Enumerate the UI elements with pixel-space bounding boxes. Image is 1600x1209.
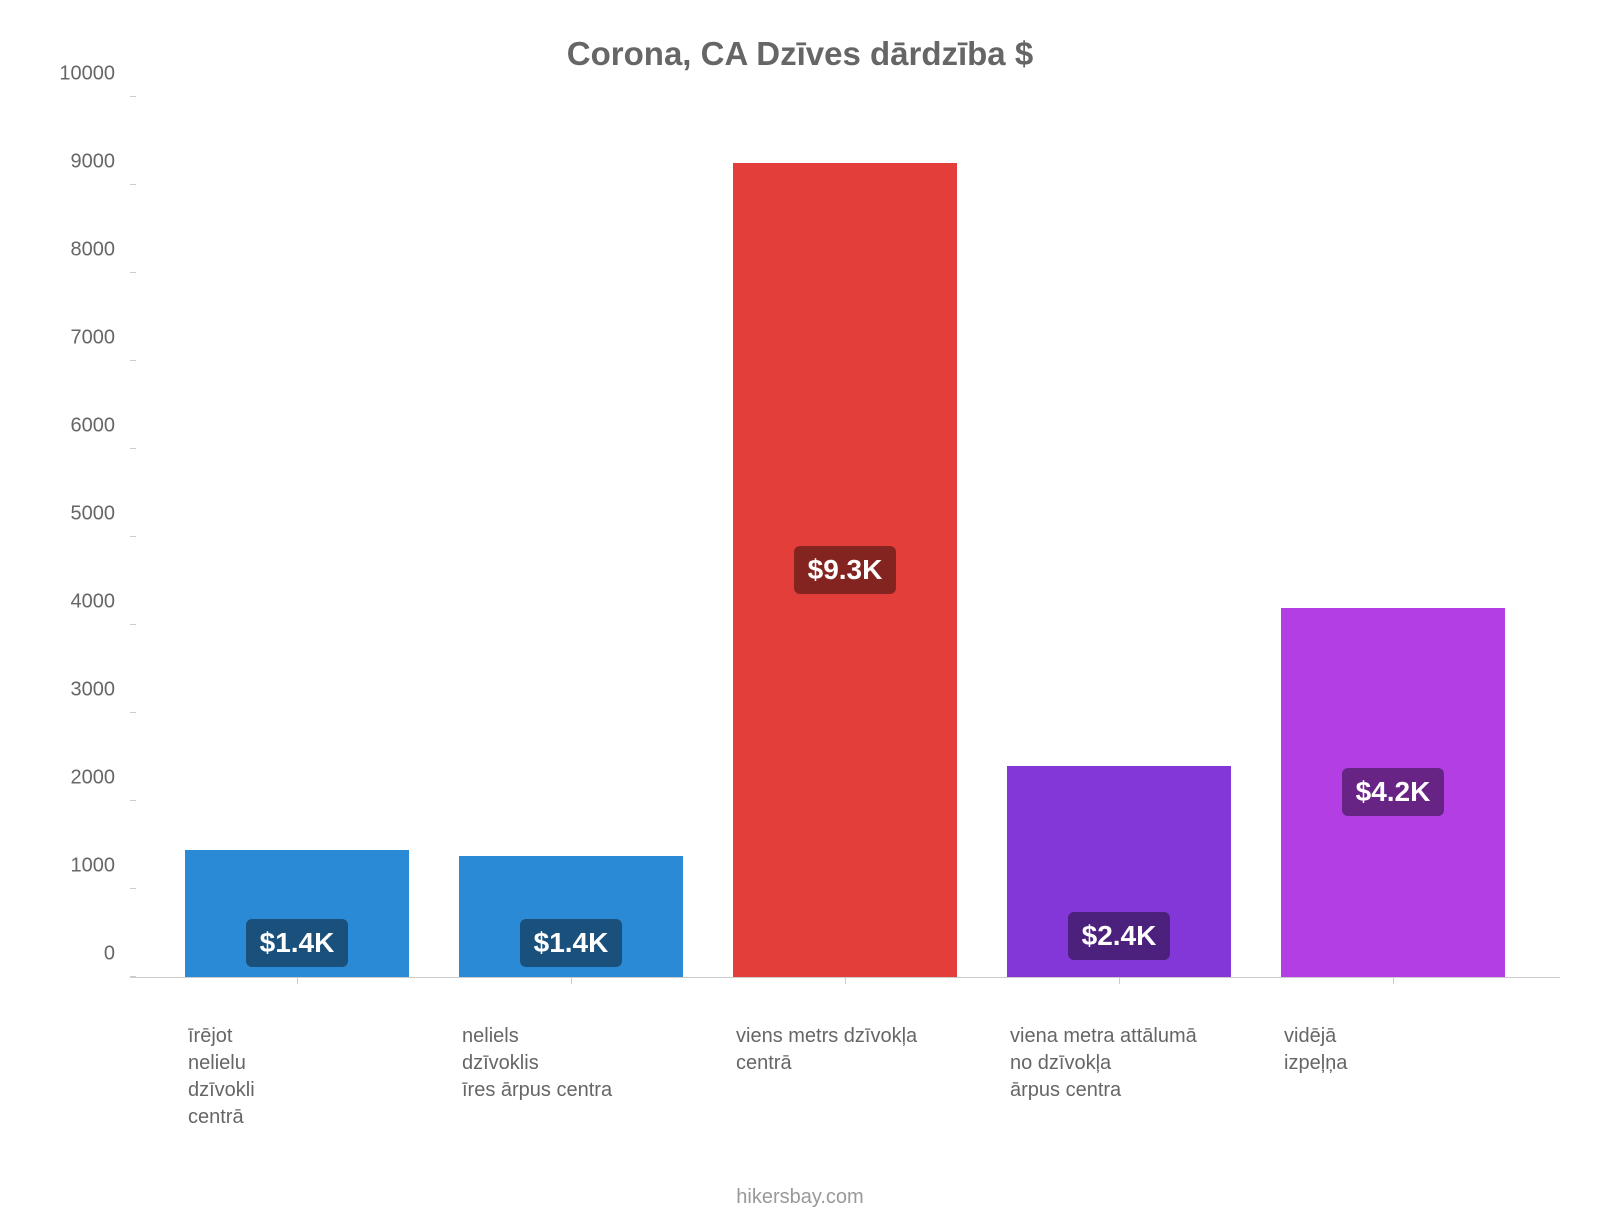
plot-area: 0100020003000400050006000700080009000100… xyxy=(130,98,1560,978)
bar-value-label: $1.4K xyxy=(520,919,623,967)
bar-slot: $1.4K xyxy=(160,98,434,977)
y-tick-label: 7000 xyxy=(40,327,115,350)
x-axis-label: viena metra attālumāno dzīvokļaārpus cen… xyxy=(982,1023,1256,1131)
bar-slot: $9.3K xyxy=(708,98,982,977)
x-tick-mark xyxy=(845,978,846,984)
y-axis: 0100020003000400050006000700080009000100… xyxy=(40,98,125,977)
x-tick-mark xyxy=(571,978,572,984)
bar-slot: $4.2K xyxy=(1256,98,1530,977)
x-axis-label: īrējotnelieludzīvoklicentrā xyxy=(160,1023,434,1131)
x-axis-label: viens metrs dzīvokļacentrā xyxy=(708,1023,982,1131)
bar-value-label: $4.2K xyxy=(1342,768,1445,816)
y-tick-label: 9000 xyxy=(40,151,115,174)
y-tick-label: 1000 xyxy=(40,855,115,878)
attribution: hikersbay.com xyxy=(40,1186,1560,1209)
bar-value-label: $9.3K xyxy=(794,546,897,594)
x-axis-labels: īrējotnelieludzīvoklicentrānelielsdzīvok… xyxy=(130,978,1560,1131)
y-tick-label: 8000 xyxy=(40,239,115,262)
bar-value-label: $2.4K xyxy=(1068,912,1171,960)
x-tick-mark xyxy=(297,978,298,984)
y-tick-label: 5000 xyxy=(40,503,115,526)
x-tick-mark xyxy=(1393,978,1394,984)
bar: $2.4K xyxy=(1007,766,1232,977)
chart-title: Corona, CA Dzīves dārdzība $ xyxy=(40,35,1560,73)
y-tick-mark xyxy=(130,96,136,97)
y-tick-label: 10000 xyxy=(40,63,115,86)
y-tick-label: 6000 xyxy=(40,415,115,438)
y-tick-label: 4000 xyxy=(40,591,115,614)
bar-slot: $2.4K xyxy=(982,98,1256,977)
x-tick-marks xyxy=(130,978,1560,984)
x-tick-mark xyxy=(1119,978,1120,984)
bar: $4.2K xyxy=(1281,608,1506,977)
bar-value-label: $1.4K xyxy=(246,919,349,967)
bar: $9.3K xyxy=(733,163,958,977)
y-tick-label: 0 xyxy=(40,943,115,966)
bars-group: $1.4K $1.4K $9.3K $2.4K $4.2K xyxy=(130,98,1560,977)
bar: $1.4K xyxy=(185,850,410,977)
y-tick-label: 3000 xyxy=(40,679,115,702)
x-axis-label: vidējāizpeļņa xyxy=(1256,1023,1530,1131)
x-axis-label: nelielsdzīvoklisīres ārpus centra xyxy=(434,1023,708,1131)
bar-slot: $1.4K xyxy=(434,98,708,977)
y-tick-label: 2000 xyxy=(40,767,115,790)
chart-container: Corona, CA Dzīves dārdzība $ 01000200030… xyxy=(0,0,1600,1200)
bar: $1.4K xyxy=(459,856,684,977)
